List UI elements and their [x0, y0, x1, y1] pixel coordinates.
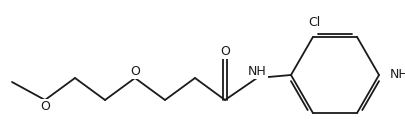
Text: O: O: [40, 100, 50, 113]
Text: NH₂: NH₂: [389, 69, 405, 81]
Text: O: O: [220, 45, 229, 58]
Text: NH: NH: [247, 65, 266, 78]
Text: O: O: [130, 65, 140, 78]
Text: Cl: Cl: [307, 16, 320, 29]
